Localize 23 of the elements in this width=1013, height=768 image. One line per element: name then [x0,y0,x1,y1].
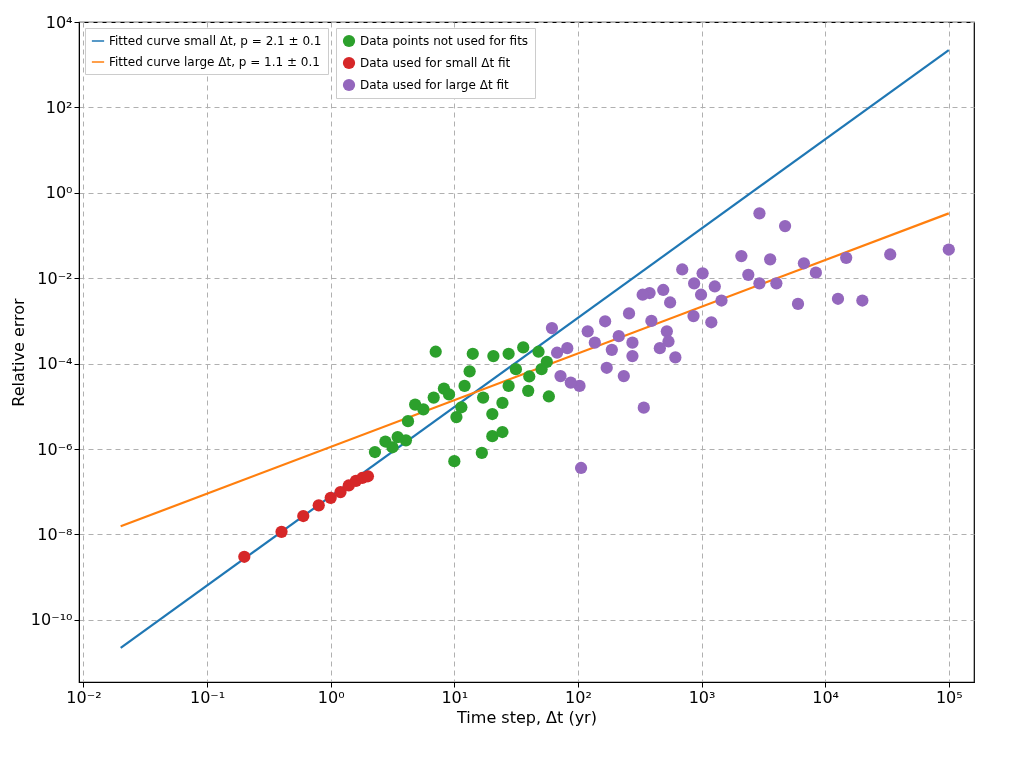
x-tick-label: 10⁵ [935,687,963,707]
x-tick-label: 10³ [688,687,716,707]
y-tick-label: 10⁴ [45,12,73,32]
legend-label: Data points not used for fits [360,34,529,48]
y-tick-label: 10⁻² [37,268,73,288]
x-tick-label: 10⁻² [66,687,102,707]
y-tick-label: 10⁻⁴ [37,354,73,374]
x-axis-title: Time step, Δt (yr) [456,707,597,727]
y-tick-label: 10⁰ [45,183,73,203]
y-tick-label: 10⁻⁶ [37,439,73,459]
x-tick-label: 10⁴ [812,687,840,707]
legend-label: Fitted curve large Δt, p = 1.1 ± 0.1 [109,55,320,69]
x-tick-label: 10¹ [441,687,469,707]
x-tick-label: 10⁻¹ [189,687,226,707]
y-tick-label: 10⁻¹⁰ [30,610,73,630]
legend-label: Data used for small Δt fit [360,56,511,70]
legend-label: Data used for large Δt fit [360,78,509,92]
x-tick-label: 10² [565,687,592,707]
legend-label: Fitted curve small Δt, p = 2.1 ± 0.1 [109,34,322,48]
y-tick-label: 10² [45,97,73,117]
y-axis-title: Relative error [8,297,28,407]
x-tick-label: 10⁰ [317,687,345,707]
y-tick-label: 10⁻⁸ [37,524,73,544]
